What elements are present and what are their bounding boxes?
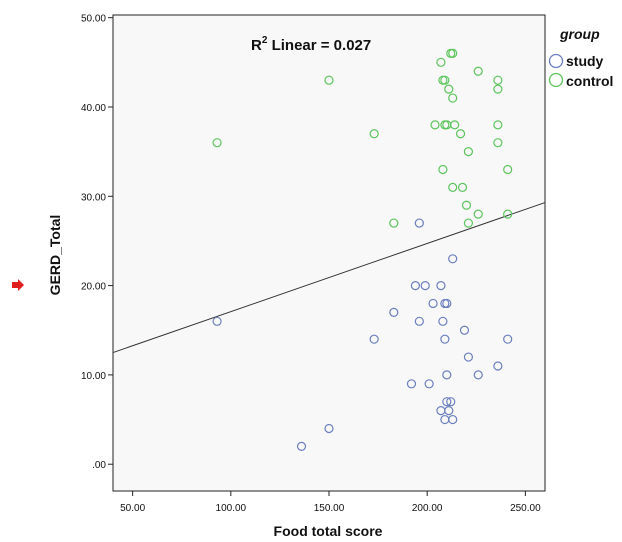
control-point-17	[455, 129, 466, 139]
r2-annotation: R2 Linear = 0.027	[251, 35, 371, 54]
control-point-5	[436, 57, 446, 67]
legend-study-label: study	[566, 53, 604, 69]
study-point-7	[414, 316, 424, 326]
study-point-23	[448, 414, 458, 425]
x-axis-title: Food total score	[274, 523, 383, 539]
y-tick-label-3: 30.00	[81, 192, 106, 203]
y-tick-label-4: 40.00	[81, 103, 106, 114]
y-tick-label-2: 20.00	[81, 282, 106, 293]
control-point-4	[430, 120, 440, 130]
control-point-2	[369, 129, 379, 139]
control-point-13	[448, 48, 458, 59]
fit-line-layer	[112, 202, 546, 354]
study-point-2	[324, 423, 334, 434]
study-point-0	[212, 316, 222, 326]
control-point-22	[473, 66, 483, 76]
r2-annotation-superscript: 2	[262, 35, 268, 46]
control-point-8	[440, 75, 450, 85]
red-arrow-marker	[12, 279, 24, 291]
study-point-25	[459, 325, 470, 335]
study-point-27	[473, 370, 483, 380]
study-point-9	[420, 280, 430, 291]
study-point-5	[406, 379, 417, 389]
y-axis-title: GERD_Total	[47, 215, 63, 296]
study-point-11	[428, 298, 438, 309]
legend-title: group	[559, 26, 600, 42]
study-point-22	[446, 397, 456, 407]
study-point-1	[296, 441, 307, 451]
control-point-20	[463, 147, 474, 157]
study-point-26	[463, 352, 474, 362]
control-point-3	[389, 218, 399, 228]
study-point-10	[424, 379, 434, 389]
plot-area	[112, 14, 546, 492]
y-axis: .00 10.00 20.00 30.00 40.00 50.00	[81, 14, 113, 471]
control-point-25	[493, 138, 503, 148]
points-layer	[212, 48, 513, 451]
x-tick-label-3: 200.00	[412, 503, 443, 514]
study-point-29	[503, 334, 513, 344]
x-axis: 50.00 100.00 150.00 200.00 250.00	[120, 491, 541, 514]
control-point-0	[212, 138, 222, 148]
control-point-1	[324, 75, 334, 85]
control-point-14	[448, 93, 458, 103]
control-point-24	[493, 75, 503, 85]
control-point-15	[448, 182, 458, 192]
study-point-13	[436, 280, 446, 291]
x-tick-label-4: 250.00	[510, 503, 541, 514]
study-point-18	[442, 298, 452, 309]
control-point-6	[438, 164, 448, 175]
study-point-21	[444, 406, 454, 416]
legend: group study control	[548, 26, 613, 89]
study-point-8	[414, 218, 424, 228]
study-point-6	[410, 280, 420, 291]
y-tick-label-1: 10.00	[81, 371, 106, 382]
control-point-29	[503, 209, 513, 219]
study-point-3	[369, 334, 379, 344]
y-tick-label-0: .00	[92, 460, 106, 471]
x-tick-label-2: 150.00	[314, 503, 345, 514]
control-point-28	[503, 164, 513, 175]
y-tick-label-5: 50.00	[81, 14, 106, 25]
study-point-20	[442, 370, 452, 380]
x-tick-label-0: 50.00	[120, 503, 145, 514]
study-point-14	[438, 316, 448, 326]
study-point-19	[442, 397, 452, 407]
control-point-16	[450, 120, 460, 130]
control-point-21	[463, 218, 474, 228]
linear-fit-line	[112, 202, 546, 354]
control-point-27	[493, 84, 503, 94]
r2-annotation-prefix: R	[251, 37, 262, 54]
legend-control-marker	[548, 72, 564, 88]
study-point-28	[493, 361, 503, 371]
study-point-16	[440, 334, 450, 344]
control-point-23	[473, 209, 483, 219]
control-point-11	[444, 84, 454, 94]
legend-control-label: control	[566, 73, 613, 89]
study-point-4	[389, 307, 399, 317]
legend-study-marker	[548, 53, 564, 69]
study-point-24	[448, 254, 458, 264]
r2-annotation-rest: Linear = 0.027	[267, 37, 371, 54]
control-point-19	[461, 200, 472, 210]
control-point-18	[457, 182, 468, 192]
control-point-26	[493, 120, 503, 130]
x-tick-label-1: 100.00	[216, 503, 247, 514]
